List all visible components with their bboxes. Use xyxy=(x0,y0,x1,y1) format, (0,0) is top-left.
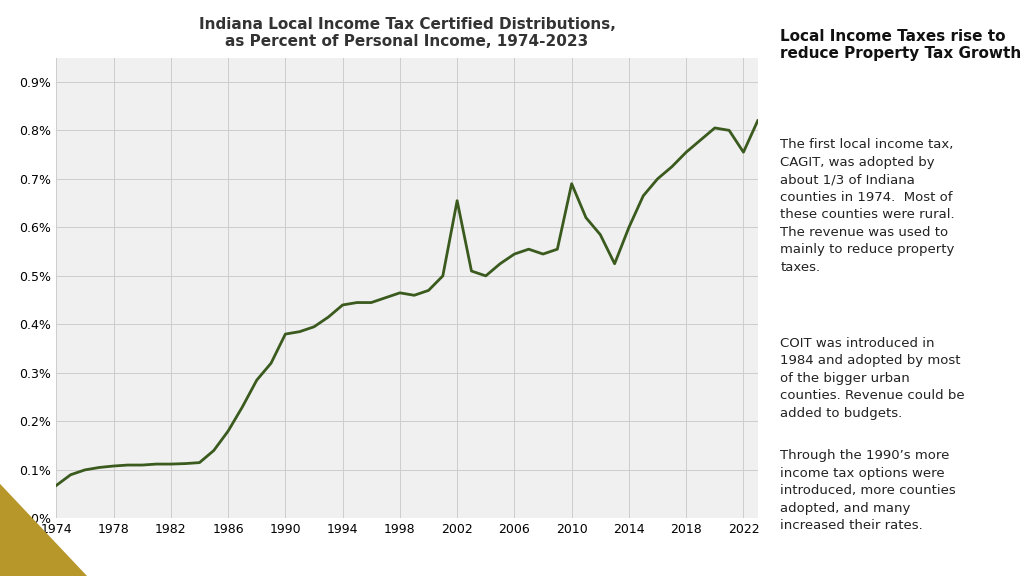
Title: Indiana Local Income Tax Certified Distributions,
as Percent of Personal Income,: Indiana Local Income Tax Certified Distr… xyxy=(199,17,615,50)
Text: Local Income Taxes rise to
reduce Property Tax Growth: Local Income Taxes rise to reduce Proper… xyxy=(780,29,1022,61)
Text: Through the 1990’s more
income tax options were
introduced, more counties
adopte: Through the 1990’s more income tax optio… xyxy=(780,449,956,532)
Text: COIT was introduced in
1984 and adopted by most
of the bigger urban
counties. Re: COIT was introduced in 1984 and adopted … xyxy=(780,337,965,420)
Polygon shape xyxy=(0,484,87,576)
Text: The first local income tax,
CAGIT, was adopted by
about 1/3 of Indiana
counties : The first local income tax, CAGIT, was a… xyxy=(780,138,955,274)
